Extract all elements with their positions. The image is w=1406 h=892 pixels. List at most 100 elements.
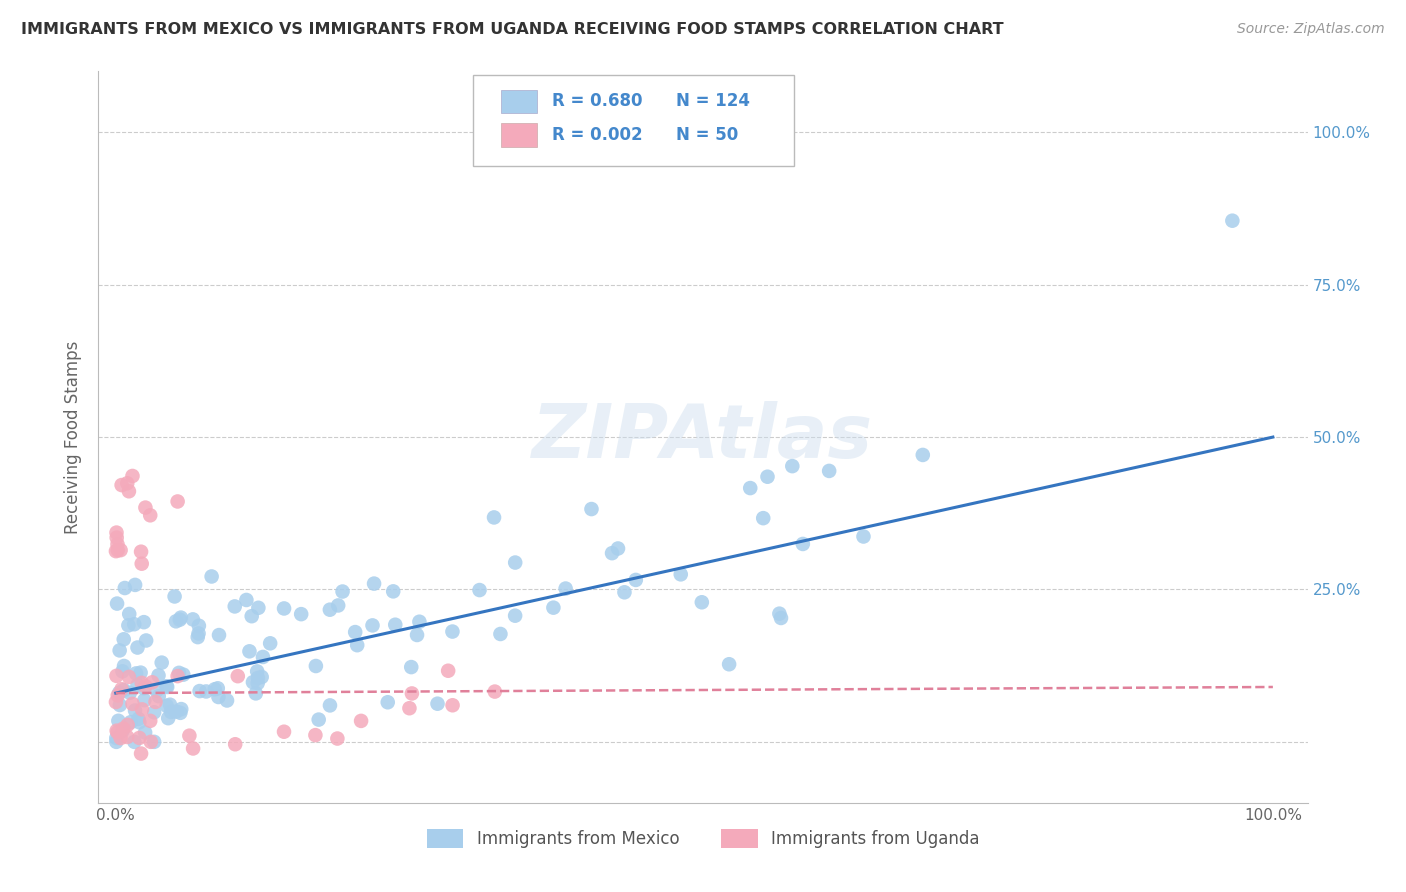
Point — [246, 665, 269, 679]
Point — [426, 697, 449, 711]
Point — [208, 628, 231, 642]
Point — [121, 469, 143, 483]
Point — [441, 698, 464, 713]
Text: R = 0.002: R = 0.002 — [551, 126, 643, 144]
Point — [111, 665, 134, 679]
Point — [326, 731, 349, 746]
Point — [124, 735, 146, 749]
Point — [108, 643, 131, 657]
Point — [238, 644, 260, 658]
Point — [399, 660, 422, 674]
Point — [245, 686, 267, 700]
Point — [134, 693, 156, 707]
Text: ZIPAtlas: ZIPAtlas — [533, 401, 873, 474]
Point — [290, 607, 312, 621]
Point — [756, 469, 779, 483]
Point — [128, 731, 150, 745]
Point — [105, 669, 128, 683]
Point — [669, 567, 692, 582]
FancyBboxPatch shape — [474, 75, 793, 167]
Point — [117, 476, 139, 491]
Point — [148, 668, 170, 682]
Point — [134, 500, 156, 515]
Point — [246, 671, 269, 685]
Point — [752, 511, 775, 525]
Point — [581, 502, 603, 516]
Text: R = 0.680: R = 0.680 — [551, 93, 643, 111]
Point — [169, 706, 191, 720]
Point — [105, 597, 128, 611]
Point — [782, 459, 804, 474]
Point — [107, 714, 129, 728]
Point — [156, 680, 179, 694]
Point — [118, 607, 141, 621]
Point — [246, 676, 269, 690]
Point — [105, 531, 128, 545]
Point — [170, 610, 193, 624]
Point — [188, 684, 211, 698]
Point — [350, 714, 373, 728]
Point — [108, 698, 131, 712]
Point — [332, 584, 354, 599]
Point — [382, 584, 405, 599]
Point — [401, 686, 423, 700]
Point — [503, 608, 526, 623]
Point — [207, 681, 229, 696]
Point — [247, 600, 270, 615]
Point — [157, 711, 180, 725]
Point — [117, 618, 139, 632]
Point — [224, 599, 246, 614]
Point — [104, 695, 127, 709]
Point — [503, 556, 526, 570]
Point — [122, 617, 145, 632]
Point — [259, 636, 281, 650]
Point — [181, 741, 204, 756]
Point — [118, 686, 141, 700]
Point — [167, 665, 190, 680]
Point — [156, 698, 179, 713]
Point — [110, 731, 132, 745]
Point — [852, 529, 875, 543]
Point — [377, 695, 399, 709]
Point — [105, 731, 128, 745]
Point — [344, 625, 367, 640]
Point — [124, 704, 146, 718]
Point — [105, 735, 128, 749]
Point — [304, 728, 326, 742]
Text: Source: ZipAtlas.com: Source: ZipAtlas.com — [1237, 22, 1385, 37]
Point — [134, 725, 156, 739]
Point — [441, 624, 464, 639]
Point — [187, 619, 209, 633]
Point — [201, 569, 224, 583]
Point — [141, 675, 163, 690]
Point — [132, 681, 155, 695]
Point — [215, 693, 238, 707]
Point — [166, 494, 188, 508]
Point — [110, 543, 132, 558]
Point — [129, 545, 152, 559]
Point — [346, 638, 368, 652]
Point — [163, 590, 186, 604]
Point — [127, 640, 149, 655]
Point — [204, 682, 226, 697]
Point — [406, 628, 429, 642]
Point — [624, 573, 647, 587]
Point — [235, 593, 257, 607]
Point — [361, 618, 384, 632]
Point — [600, 546, 623, 560]
Point — [319, 698, 342, 713]
Point — [124, 578, 146, 592]
Point — [768, 607, 790, 621]
Point — [226, 669, 249, 683]
Point — [250, 670, 273, 684]
Point — [273, 601, 295, 615]
Point — [165, 705, 187, 719]
Point — [792, 537, 814, 551]
Text: N = 124: N = 124 — [676, 93, 751, 111]
Point — [489, 627, 512, 641]
Point — [468, 583, 491, 598]
Point — [105, 525, 128, 540]
Point — [305, 659, 328, 673]
Point — [482, 510, 505, 524]
Point — [181, 612, 204, 626]
